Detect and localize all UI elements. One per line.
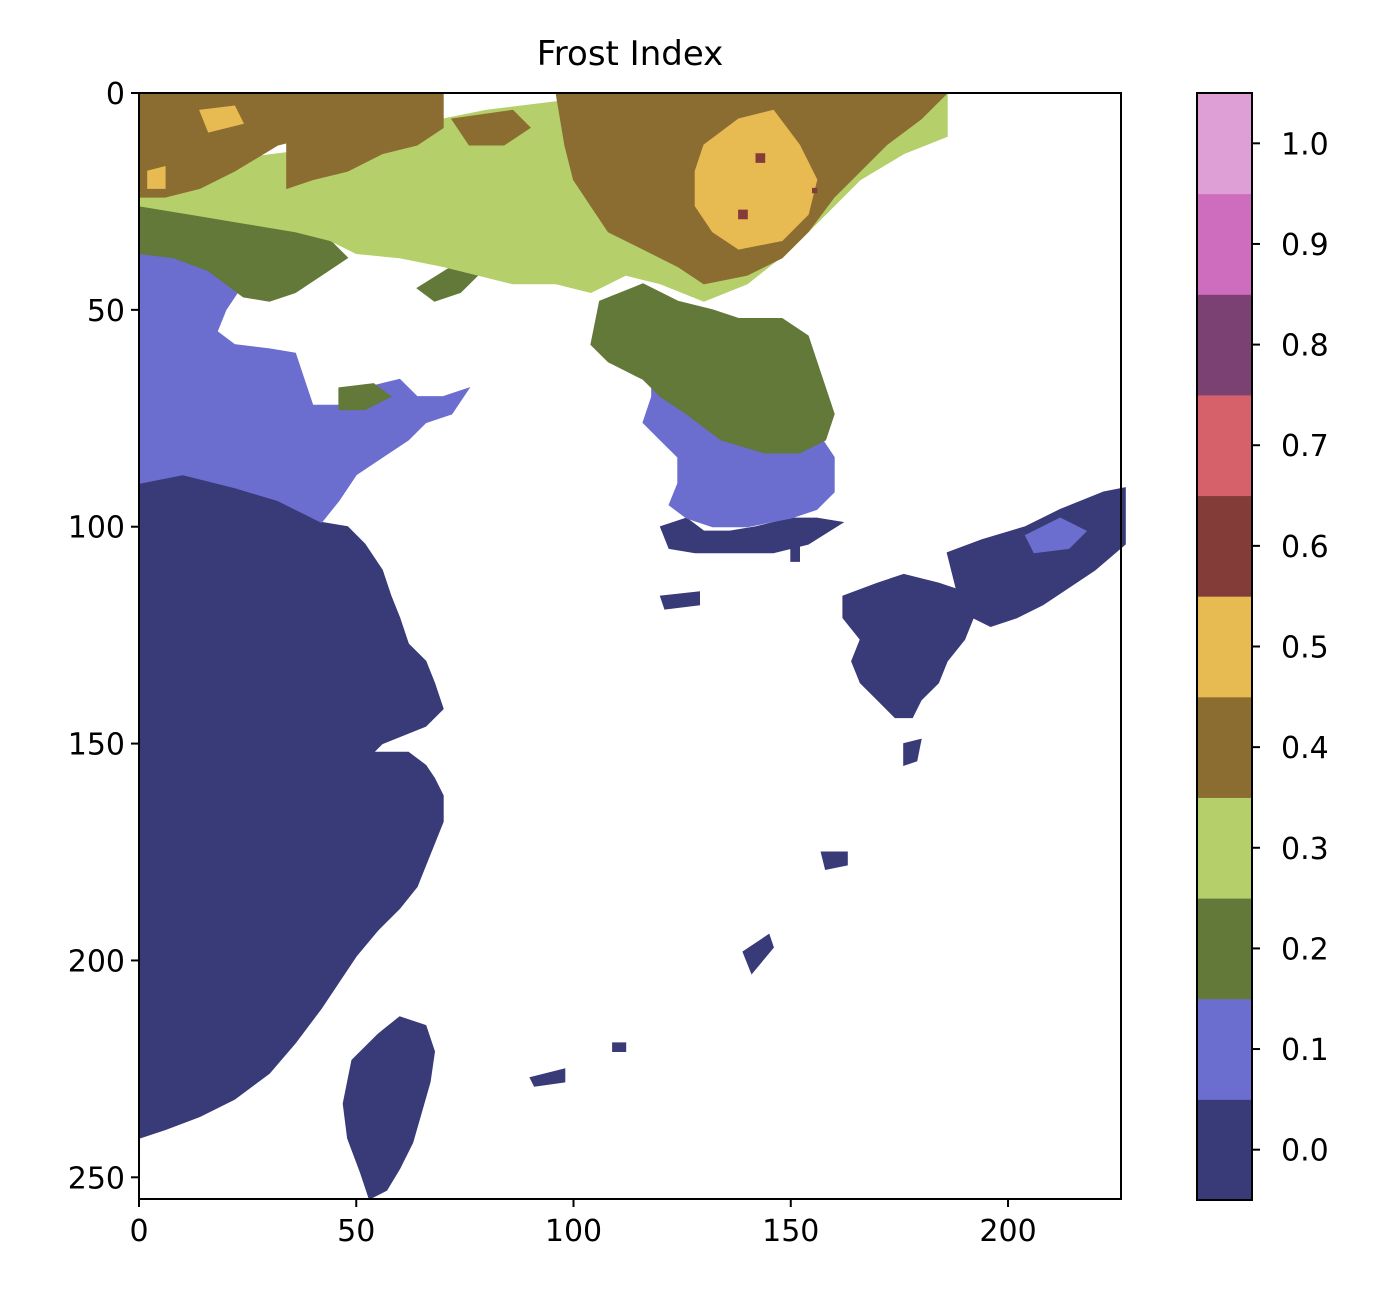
heatmap-region-0-6 <box>812 187 818 194</box>
heatmap-region-0 <box>842 573 974 719</box>
colorbar-tick-label: 0.7 <box>1281 429 1329 464</box>
colorbar-segment <box>1197 696 1252 798</box>
colorbar-segment <box>1197 797 1252 899</box>
heatmap-region-0-2 <box>590 283 835 454</box>
colorbar-segment <box>1197 495 1252 597</box>
y-tick-label: 200 <box>68 944 125 979</box>
heatmap-region-0-1 <box>138 252 471 524</box>
heatmap-region-0-4 <box>450 109 531 146</box>
colorbar-segment <box>1197 998 1252 1100</box>
y-tick-label: 250 <box>68 1161 125 1196</box>
colorbar-segment <box>1197 1099 1252 1201</box>
colorbar-tick-label: 0.2 <box>1281 932 1329 967</box>
colorbar-segment <box>1197 193 1252 295</box>
y-tick-label: 50 <box>87 294 125 329</box>
heatmap-region-0-2 <box>416 265 479 302</box>
y-axis: 0 50 100 150 200 250 <box>68 77 139 1196</box>
heatmap-region-0 <box>612 1042 627 1052</box>
colorbar-segment <box>1197 394 1252 497</box>
heatmap-region-0-1 <box>1024 517 1088 554</box>
heatmap-region-0-6 <box>755 153 766 163</box>
heatmap-region-0-2 <box>338 383 392 411</box>
colorbar-tick-label: 0.6 <box>1281 530 1329 565</box>
colorbar: 0.0 0.1 0.2 0.3 0.4 0.5 0.6 0.7 0.8 0.9 1.0 <box>1196 92 1329 1201</box>
colorbar-tick-label: 0.3 <box>1281 832 1329 867</box>
heatmap-region-0-5 <box>199 105 245 133</box>
colorbar-segment <box>1197 294 1252 396</box>
x-tick-label: 200 <box>979 1214 1036 1249</box>
x-tick-label: 150 <box>762 1214 819 1249</box>
x-axis: 0 50 100 150 200 <box>129 1199 1037 1249</box>
heatmap-region-0 <box>742 933 774 975</box>
chart-title: Frost Index <box>537 34 724 74</box>
heatmap-region-0 <box>529 1068 566 1087</box>
x-tick-label: 50 <box>337 1214 375 1249</box>
colorbar-tick-label: 1.0 <box>1281 127 1329 162</box>
heatmap-region-0 <box>946 487 1126 628</box>
colorbar-tick-label: 0.8 <box>1281 329 1329 364</box>
x-tick-label: 100 <box>545 1214 602 1249</box>
heatmap-region-0-4 <box>286 92 444 190</box>
y-tick-label: 150 <box>68 728 125 763</box>
heatmap-region-0-6 <box>738 209 748 220</box>
heatmap-region-0 <box>903 738 922 766</box>
heatmap-region-0 <box>820 851 848 870</box>
x-tick-label: 0 <box>129 1214 148 1249</box>
heatmap-region-0-5 <box>694 109 818 250</box>
colorbar-tick-label: 0.0 <box>1281 1134 1329 1169</box>
colorbar-segment <box>1197 596 1252 698</box>
colorbar-tick-label: 0.1 <box>1281 1033 1329 1068</box>
y-tick-label: 0 <box>106 77 125 112</box>
heatmap-region-0 <box>790 539 800 562</box>
colorbar-segment <box>1197 93 1252 195</box>
heatmap-layer <box>137 92 1126 1200</box>
colorbar-tick-label: 0.5 <box>1281 631 1329 666</box>
heatmap-region-0-5 <box>147 166 166 189</box>
colorbar-tick-label: 0.9 <box>1281 228 1329 263</box>
y-tick-label: 100 <box>68 511 125 546</box>
heatmap-region-0 <box>342 1016 436 1200</box>
colorbar-segment <box>1197 898 1252 1000</box>
heatmap-region-0 <box>659 591 700 610</box>
heatmap-region-0 <box>138 474 444 1139</box>
colorbar-tick-label: 0.4 <box>1281 731 1329 766</box>
plot-frame <box>138 92 1122 1200</box>
